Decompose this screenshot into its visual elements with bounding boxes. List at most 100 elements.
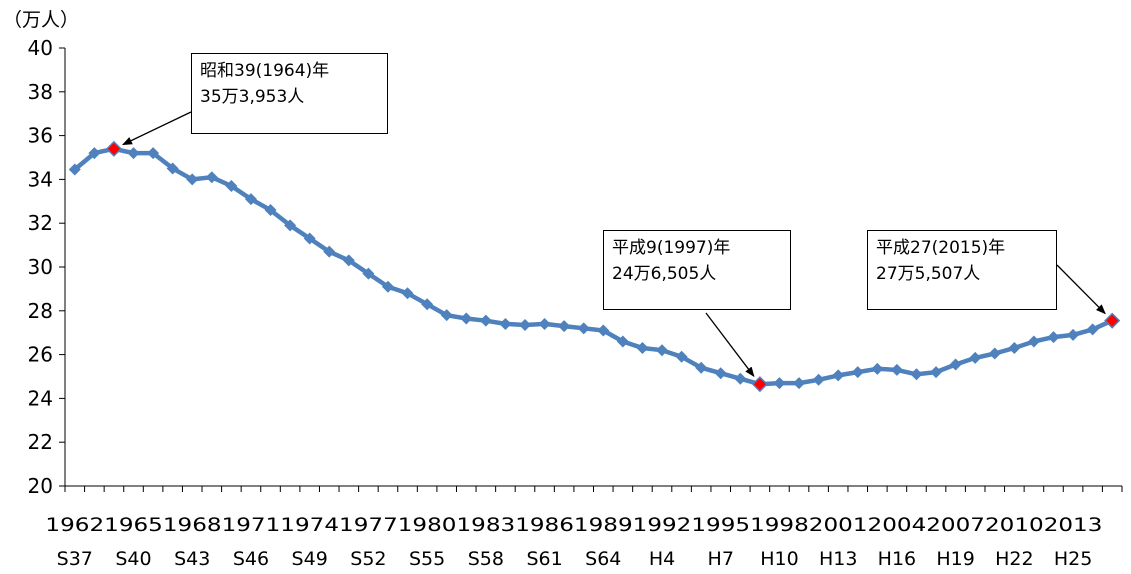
x-tick-label-year: 1992 <box>633 514 692 536</box>
data-point <box>988 347 1001 360</box>
data-point <box>68 163 81 176</box>
data-point <box>1027 335 1040 348</box>
x-tick-label-era: S52 <box>350 548 386 570</box>
x-tick-labels: 1962 S37 1965 S40 1968 S43 1971 S46 1974 S49 1977 S… <box>45 514 1102 570</box>
x-tick-label-era: S61 <box>526 548 562 570</box>
annotation-1997-line1: 平成9(1997)年 <box>612 238 731 258</box>
data-point <box>323 245 336 258</box>
highlight-point <box>751 376 768 393</box>
x-tick-label-year: 2004 <box>868 514 927 536</box>
x-tick-label-era: S40 <box>115 548 151 570</box>
data-point <box>714 367 727 380</box>
data-point <box>88 147 101 160</box>
y-tick-label: 32 <box>28 211 53 235</box>
x-tick-label-era: H16 <box>878 548 916 570</box>
y-tick-label: 20 <box>28 474 53 498</box>
highlight-point <box>1104 312 1121 329</box>
x-tick-label-era: S37 <box>57 548 93 570</box>
annotation-callout-1964: 昭和39(1964)年 35万3,953人 <box>191 53 388 134</box>
x-tick-label-era: S43 <box>174 548 210 570</box>
annotation-arrow <box>1056 264 1106 315</box>
x-tick-label-era: H4 <box>649 548 675 570</box>
y-axis-unit-label: （万人） <box>3 9 79 31</box>
x-tick-label-era: H13 <box>819 548 857 570</box>
x-tick-label-year: 1977 <box>339 514 398 536</box>
data-point <box>675 350 688 363</box>
x-tick-label-era: H7 <box>708 548 734 570</box>
data-point <box>890 363 903 376</box>
x-tick-label-era: H25 <box>1054 548 1092 570</box>
x-tick-label-year: 1962 <box>45 514 104 536</box>
annotation-1964-line1: 昭和39(1964)年 <box>200 61 330 81</box>
y-tick-label: 30 <box>28 255 53 279</box>
data-point <box>186 173 199 186</box>
data-point <box>499 317 512 330</box>
data-point <box>1086 323 1099 336</box>
data-point <box>244 193 257 206</box>
x-tick-label-era: S64 <box>585 548 621 570</box>
annotation-1964-line2: 35万3,953人 <box>200 87 305 107</box>
data-point <box>205 171 218 184</box>
series-line <box>68 140 1121 393</box>
y-tick-label: 24 <box>28 386 53 410</box>
data-point <box>695 361 708 374</box>
data-point <box>460 312 473 325</box>
data-point <box>851 366 864 379</box>
data-point <box>401 287 414 300</box>
y-tick-label: 28 <box>28 299 53 323</box>
y-tick-label: 36 <box>28 124 53 148</box>
x-tick-label-year: 1971 <box>222 514 281 536</box>
data-point <box>969 351 982 364</box>
annotation-arrows <box>122 111 1106 377</box>
data-point <box>1008 342 1021 355</box>
x-tick-label-era: H22 <box>995 548 1033 570</box>
data-point <box>812 373 825 386</box>
x-tick-label-year: 2010 <box>985 514 1044 536</box>
x-tick-label-year: 2013 <box>1044 514 1103 536</box>
y-tick-label: 38 <box>28 80 53 104</box>
data-point <box>440 309 453 322</box>
data-point <box>734 372 747 385</box>
data-point <box>264 204 277 217</box>
data-point <box>225 179 238 192</box>
data-point <box>166 162 179 175</box>
data-point <box>421 298 434 311</box>
data-point <box>303 232 316 245</box>
y-tick-label: 22 <box>28 430 53 454</box>
x-tick-label-year: 2001 <box>809 514 868 536</box>
data-point <box>538 317 551 330</box>
data-point <box>381 280 394 293</box>
highlight-point <box>105 140 122 157</box>
x-tick-label-era: H10 <box>760 548 798 570</box>
annotation-2015-line2: 27万5,507人 <box>876 264 981 284</box>
x-tick-label-year: 1989 <box>574 514 633 536</box>
annotation-callout-2015: 平成27(2015)年 27万5,507人 <box>867 230 1057 310</box>
data-point <box>616 335 629 348</box>
data-point <box>871 362 884 375</box>
x-tick-label-year: 1965 <box>104 514 163 536</box>
x-tick-label-era: S49 <box>292 548 328 570</box>
data-point <box>284 219 297 232</box>
data-point <box>636 342 649 355</box>
annotation-2015-line1: 平成27(2015)年 <box>876 238 1006 258</box>
annotation-callout-1997: 平成9(1997)年 24万6,505人 <box>603 230 791 310</box>
x-tick-label-era: S55 <box>409 548 445 570</box>
data-point <box>832 369 845 382</box>
x-tick-label-year: 1980 <box>398 514 457 536</box>
data-point <box>127 147 140 160</box>
data-point <box>597 324 610 337</box>
x-tick-label-year: 2007 <box>926 514 985 536</box>
x-tick-label-era: H19 <box>936 548 974 570</box>
data-point <box>930 366 943 379</box>
data-point <box>577 322 590 335</box>
y-tick-label: 34 <box>28 167 53 191</box>
data-point <box>793 377 806 390</box>
data-point <box>949 358 962 371</box>
x-tick-label-year: 1986 <box>515 514 574 536</box>
data-point <box>773 377 786 390</box>
x-tick-label-year: 1974 <box>280 514 339 536</box>
data-point <box>342 254 355 267</box>
y-tick-labels: 20 22 24 26 28 30 32 34 36 38 40 <box>28 36 53 498</box>
y-tick-label: 26 <box>28 343 53 367</box>
